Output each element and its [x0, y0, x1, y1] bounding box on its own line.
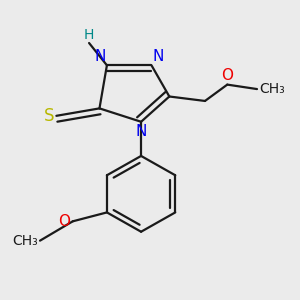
Text: N: N: [94, 49, 105, 64]
Text: N: N: [135, 124, 147, 139]
Text: O: O: [221, 68, 233, 83]
Text: O: O: [58, 214, 70, 229]
Text: S: S: [44, 107, 54, 125]
Text: CH₃: CH₃: [260, 82, 285, 96]
Text: H: H: [84, 28, 94, 42]
Text: CH₃: CH₃: [12, 234, 38, 248]
Text: N: N: [153, 49, 164, 64]
